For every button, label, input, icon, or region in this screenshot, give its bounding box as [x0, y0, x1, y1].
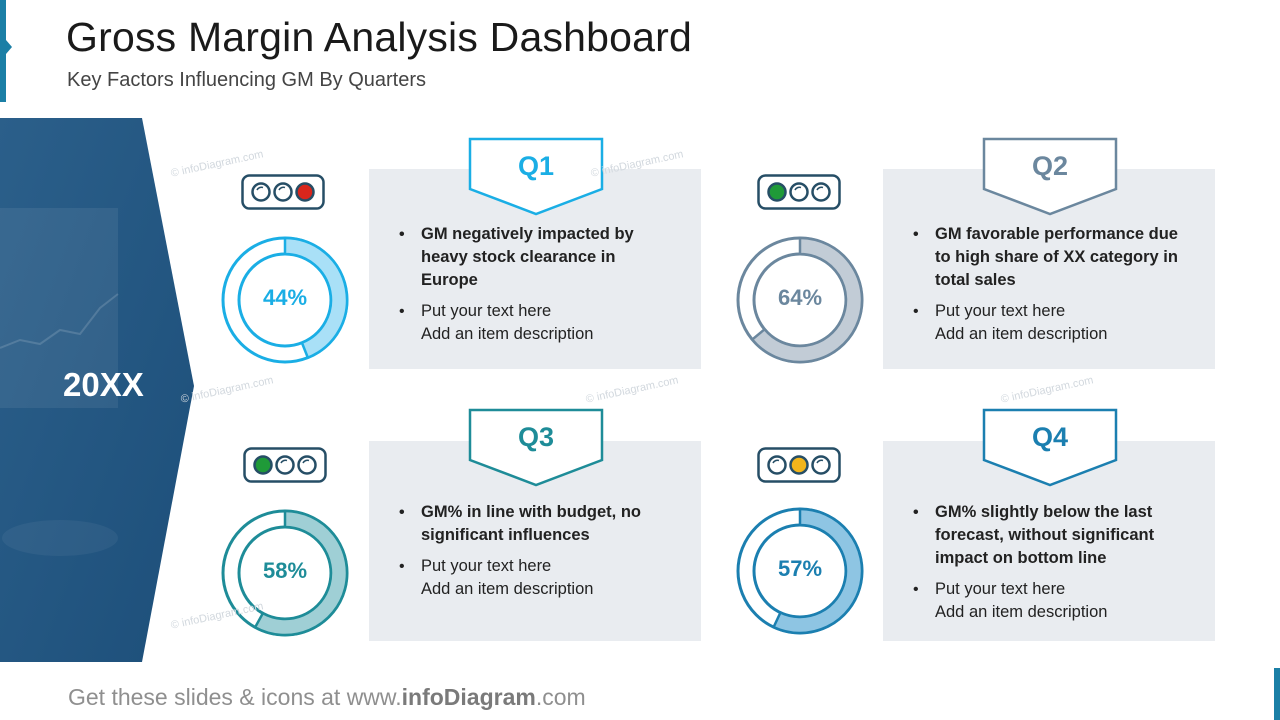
light-lamp	[767, 182, 787, 202]
q1-donut-svg	[221, 236, 349, 364]
q2-tab-label: Q2	[1031, 151, 1069, 181]
q3-traffic-light-icon	[243, 447, 327, 483]
q1-donut-chart: 44%	[220, 235, 350, 365]
q4-tab-label: Q4	[1031, 422, 1069, 452]
accent-bar	[0, 0, 12, 102]
q1-bullet-list: GM negatively impacted by heavy stock cl…	[397, 223, 672, 346]
q3-bullet-main: GM% in line with budget, no significant …	[397, 501, 672, 547]
year-panel-shape	[0, 118, 194, 662]
corner-accent	[1274, 668, 1280, 720]
q2-bullet-list: GM favorable performance due to high sha…	[911, 223, 1186, 346]
q4-donut-chart: 57%	[735, 506, 865, 636]
q4-tab-shape	[982, 408, 1118, 487]
year-label: 20XX	[63, 366, 144, 403]
q3-percent-label: 58%	[262, 558, 308, 583]
q3-donut-chart: 58%	[220, 508, 350, 638]
q4-bullet-list: GM% slightly below the last forecast, wi…	[911, 501, 1186, 624]
q2-desc-line: Add an item description	[935, 325, 1108, 343]
q3-bullet-list: GM% in line with budget, no significant …	[397, 501, 672, 601]
q1-tab-label: Q1	[517, 151, 555, 181]
light-lamp	[811, 455, 831, 475]
q2-bullet-text: Put your text here Add an item descriptio…	[911, 300, 1186, 346]
q1-traffic-light-icon	[241, 174, 325, 210]
q4-percent-label: 57%	[777, 556, 823, 581]
light-lamp	[811, 182, 831, 202]
q1-bullet-text: Put your text here Add an item descriptio…	[397, 300, 672, 346]
q4-tab: Q4	[982, 408, 1118, 488]
q2-donut-svg	[736, 236, 864, 364]
q1-tab-shape	[468, 137, 604, 216]
footer-brand: infoDiagram	[401, 684, 536, 710]
light-lamp	[253, 455, 273, 475]
q3-bullet-text: Put your text here Add an item descriptio…	[397, 555, 672, 601]
donut-fill-arc	[253, 509, 349, 637]
q4-traffic-light-icon	[757, 447, 841, 483]
q2-tab-shape	[982, 137, 1118, 216]
q1-bullet-main: GM negatively impacted by heavy stock cl…	[397, 223, 672, 292]
q1-desc-line: Add an item description	[421, 325, 594, 343]
q4-text-line: Put your text here	[935, 580, 1066, 598]
q3-text-line: Put your text here	[421, 557, 552, 575]
q4-donut-svg	[736, 507, 864, 635]
q3-tab-shape	[468, 408, 604, 487]
q2-percent-label: 64%	[777, 285, 823, 310]
q4-desc-line: Add an item description	[935, 603, 1108, 621]
page-subtitle: Key Factors Influencing GM By Quarters	[67, 69, 427, 91]
footer-suffix: .com	[535, 684, 586, 710]
q3-tab: Q3	[468, 408, 604, 488]
year-panel: 20XX	[0, 118, 210, 662]
light-lamp	[297, 455, 317, 475]
q3-desc-line: Add an item description	[421, 580, 594, 598]
donut-fill-arc	[771, 507, 864, 635]
q3-tab-label: Q3	[517, 422, 555, 452]
watermark: © infoDiagram.com	[584, 374, 680, 406]
q1-tab: Q1	[468, 137, 604, 217]
light-lamp	[767, 455, 787, 475]
page-title: Gross Margin Analysis Dashboard	[66, 14, 693, 60]
q2-tab: Q2	[982, 137, 1118, 217]
q2-text-line: Put your text here	[935, 302, 1066, 320]
footer-prefix: Get these slides & icons at www.	[68, 684, 402, 710]
light-lamp	[789, 455, 809, 475]
footer: Get these slides & icons at www.infoDiag…	[68, 684, 586, 711]
q4-bullet-main: GM% slightly below the last forecast, wi…	[911, 501, 1186, 570]
q3-donut-svg	[221, 509, 349, 637]
light-lamp	[789, 182, 809, 202]
light-lamp	[275, 455, 295, 475]
light-lamp	[295, 182, 315, 202]
light-lamp	[273, 182, 293, 202]
q2-traffic-light-icon	[757, 174, 841, 210]
q2-bullet-main: GM favorable performance due to high sha…	[911, 223, 1186, 292]
q4-bullet-text: Put your text here Add an item descriptio…	[911, 578, 1186, 624]
light-lamp	[251, 182, 271, 202]
q2-donut-chart: 64%	[735, 235, 865, 365]
donut-fill-arc	[750, 236, 864, 364]
donut-fill-arc	[283, 236, 349, 360]
q1-text-line: Put your text here	[421, 302, 552, 320]
watermark: © infoDiagram.com	[999, 374, 1095, 406]
q1-percent-label: 44%	[262, 285, 308, 310]
